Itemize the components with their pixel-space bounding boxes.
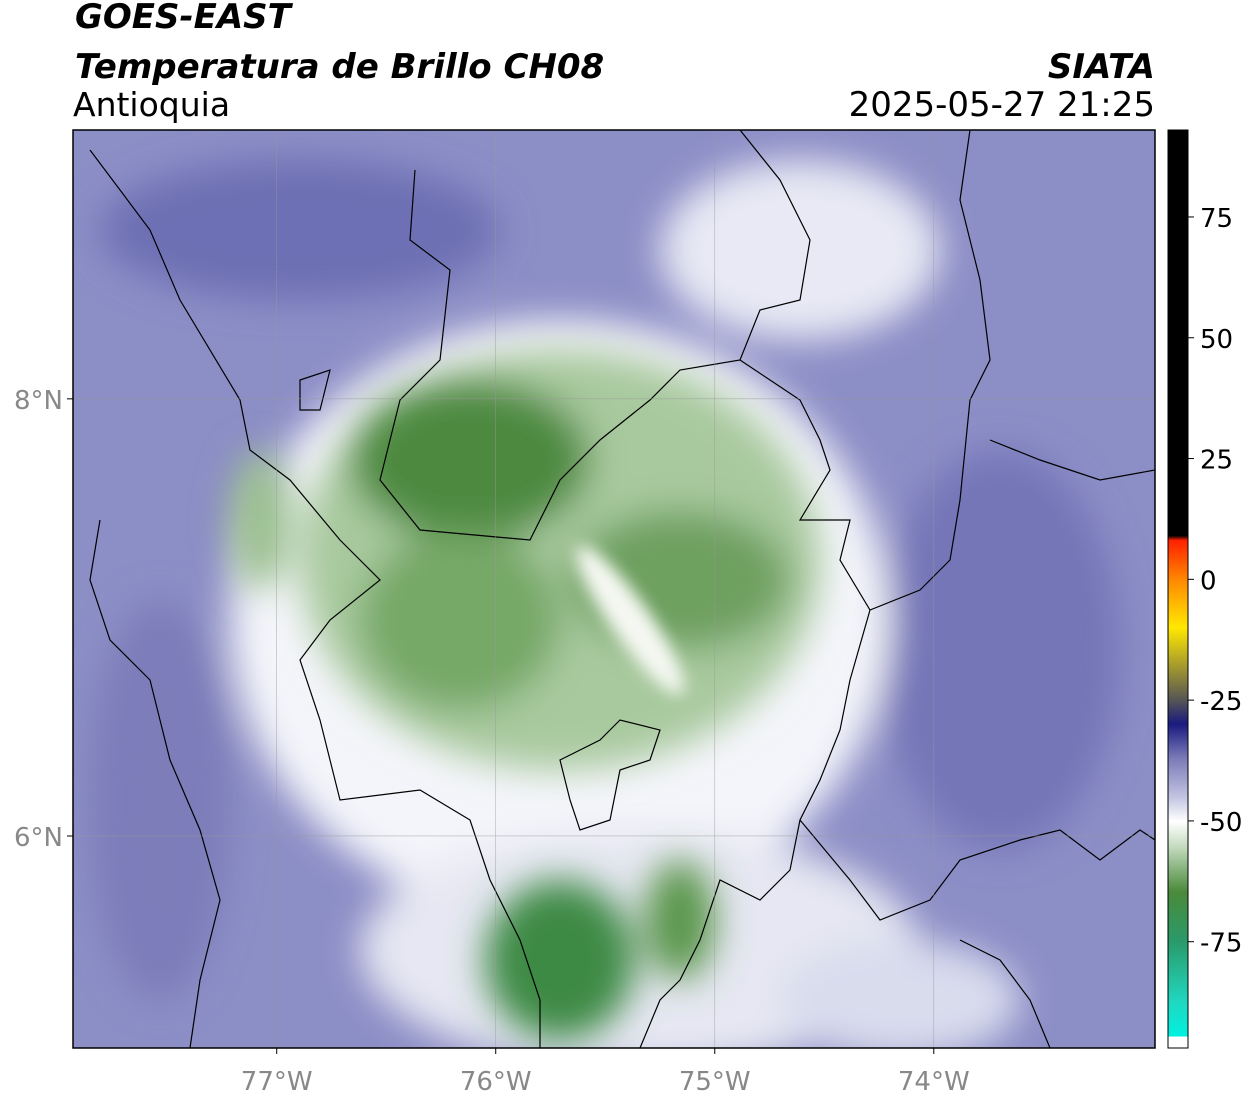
imagery: [73, 130, 1155, 1048]
colorbar-tick-label: -25: [1200, 687, 1242, 717]
colorbar: [1167, 129, 1189, 1049]
x-tick-label: 77°W: [241, 1067, 313, 1097]
map-frame: [72, 129, 1156, 1049]
colorbar-tick-label: 50: [1200, 325, 1233, 355]
colorbar-tick-label: 0: [1200, 566, 1217, 596]
colorbar-tick-label: 75: [1200, 204, 1233, 234]
title: GOES-EAST: [75, 0, 294, 37]
grid: [73, 130, 1155, 1048]
x-tick-label: 74°W: [898, 1067, 970, 1097]
colorbar-tick-label: -50: [1200, 808, 1242, 838]
x-tick-label: 76°W: [460, 1067, 532, 1097]
datetime: 2025-05-27 21:25: [849, 85, 1155, 125]
colorbar-tick-label: 25: [1200, 446, 1233, 476]
region: Antioquia: [73, 85, 230, 124]
subtitle: Temperatura de Brillo CH08: [75, 47, 604, 87]
colorbar-tick-label: -75: [1200, 929, 1242, 959]
y-tick-label: 6°N: [14, 823, 63, 853]
x-tick-label: 75°W: [679, 1067, 751, 1097]
y-tick-label: 8°N: [14, 386, 63, 416]
source: SIATA: [1048, 47, 1155, 87]
